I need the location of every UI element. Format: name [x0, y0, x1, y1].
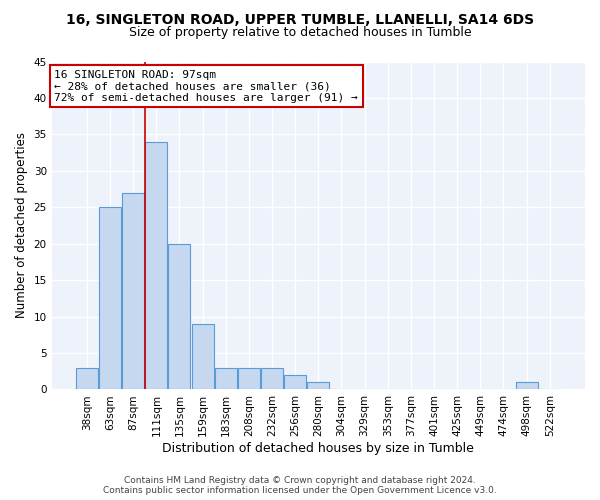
Text: Size of property relative to detached houses in Tumble: Size of property relative to detached ho… [128, 26, 472, 39]
Bar [515, 382, 538, 390]
Text: Contains HM Land Registry data © Crown copyright and database right 2024.
Contai: Contains HM Land Registry data © Crown c… [103, 476, 497, 495]
Bar [169, 244, 190, 390]
Bar [215, 368, 237, 390]
Bar [191, 324, 214, 390]
Bar [122, 192, 144, 390]
Bar [238, 368, 260, 390]
Y-axis label: Number of detached properties: Number of detached properties [15, 132, 28, 318]
Bar [145, 142, 167, 390]
Bar [284, 375, 306, 390]
Bar [99, 208, 121, 390]
Bar [261, 368, 283, 390]
Text: 16 SINGLETON ROAD: 97sqm
← 28% of detached houses are smaller (36)
72% of semi-d: 16 SINGLETON ROAD: 97sqm ← 28% of detach… [55, 70, 358, 103]
Text: 16, SINGLETON ROAD, UPPER TUMBLE, LLANELLI, SA14 6DS: 16, SINGLETON ROAD, UPPER TUMBLE, LLANEL… [66, 12, 534, 26]
Bar [76, 368, 98, 390]
Bar [307, 382, 329, 390]
X-axis label: Distribution of detached houses by size in Tumble: Distribution of detached houses by size … [163, 442, 474, 455]
